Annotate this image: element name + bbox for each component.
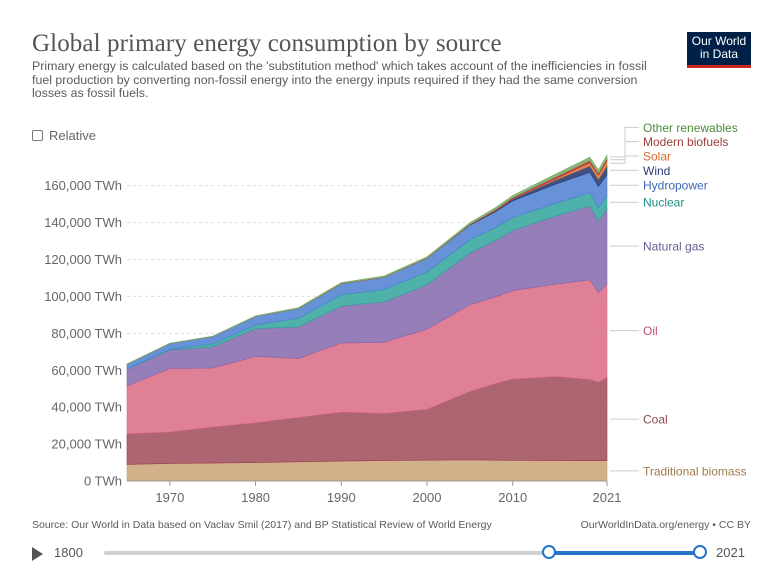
legend-label-wind: Wind bbox=[643, 164, 670, 178]
timeline: 1800 2021 bbox=[30, 541, 760, 565]
timeline-selected-range bbox=[548, 551, 700, 555]
source-note: Source: Our World in Data based on Vacla… bbox=[32, 519, 492, 531]
y-tick-label: 120,000 TWh bbox=[44, 252, 122, 267]
timeline-start-label: 1800 bbox=[54, 545, 83, 560]
logo-line-2: in Data bbox=[699, 47, 739, 61]
timeline-track[interactable] bbox=[104, 551, 700, 555]
legend-label-other-renewables: Other renewables bbox=[643, 121, 738, 135]
x-tick-label: 1970 bbox=[155, 490, 184, 505]
x-tick-label: 2000 bbox=[413, 490, 442, 505]
legend-label-coal: Coal bbox=[643, 413, 668, 427]
timeline-end-handle[interactable] bbox=[693, 545, 707, 559]
play-icon[interactable] bbox=[32, 547, 43, 561]
y-tick-label: 80,000 TWh bbox=[51, 326, 122, 341]
relative-label: Relative bbox=[49, 128, 96, 143]
chart-subtitle: Primary energy is calculated based on th… bbox=[32, 59, 647, 100]
legend-label-natural-gas: Natural gas bbox=[643, 240, 704, 254]
legend-connector bbox=[610, 126, 639, 158]
legend-label-oil: Oil bbox=[643, 324, 658, 338]
y-tick-label: 160,000 TWh bbox=[44, 178, 122, 193]
timeline-start-handle[interactable] bbox=[541, 545, 556, 559]
legend-label-modern-biofuels: Modern biofuels bbox=[643, 135, 728, 149]
x-tick-label: 2010 bbox=[498, 490, 527, 505]
owid-logo[interactable]: Our World in Data bbox=[687, 32, 751, 68]
legend-label-traditional-biomass: Traditional biomass bbox=[643, 464, 747, 478]
x-tick-label: 1990 bbox=[327, 490, 356, 505]
x-tick-label: 2021 bbox=[593, 490, 622, 505]
stacked-area-chart: 0 TWh 20,000 TWh 40,000 TWh 60,000 TWh 80,00… bbox=[44, 121, 747, 505]
y-tick-label: 20,000 TWh bbox=[51, 437, 122, 452]
legend-label-hydropower: Hydropower bbox=[643, 179, 708, 193]
relative-checkbox[interactable] bbox=[32, 130, 43, 141]
y-tick-label: 140,000 TWh bbox=[44, 215, 122, 230]
x-tick-label: 1980 bbox=[241, 490, 270, 505]
relative-toggle[interactable]: Relative bbox=[32, 128, 96, 143]
legend-label-nuclear: Nuclear bbox=[643, 196, 684, 210]
y-tick-label: 40,000 TWh bbox=[51, 400, 122, 415]
legend-label-solar: Solar bbox=[643, 149, 671, 163]
timeline-end-label: 2021 bbox=[716, 545, 745, 560]
area-other-renewables bbox=[126, 153, 608, 365]
y-tick-label: 100,000 TWh bbox=[44, 289, 122, 304]
chart-title: Global primary energy consumption by sou… bbox=[32, 30, 502, 57]
y-tick-label: 60,000 TWh bbox=[51, 363, 122, 378]
logo-line-1: Our World bbox=[691, 34, 747, 48]
credit-link[interactable]: OurWorldInData.org/energy • CC BY bbox=[580, 519, 751, 531]
y-tick-label: 0 TWh bbox=[84, 474, 122, 489]
